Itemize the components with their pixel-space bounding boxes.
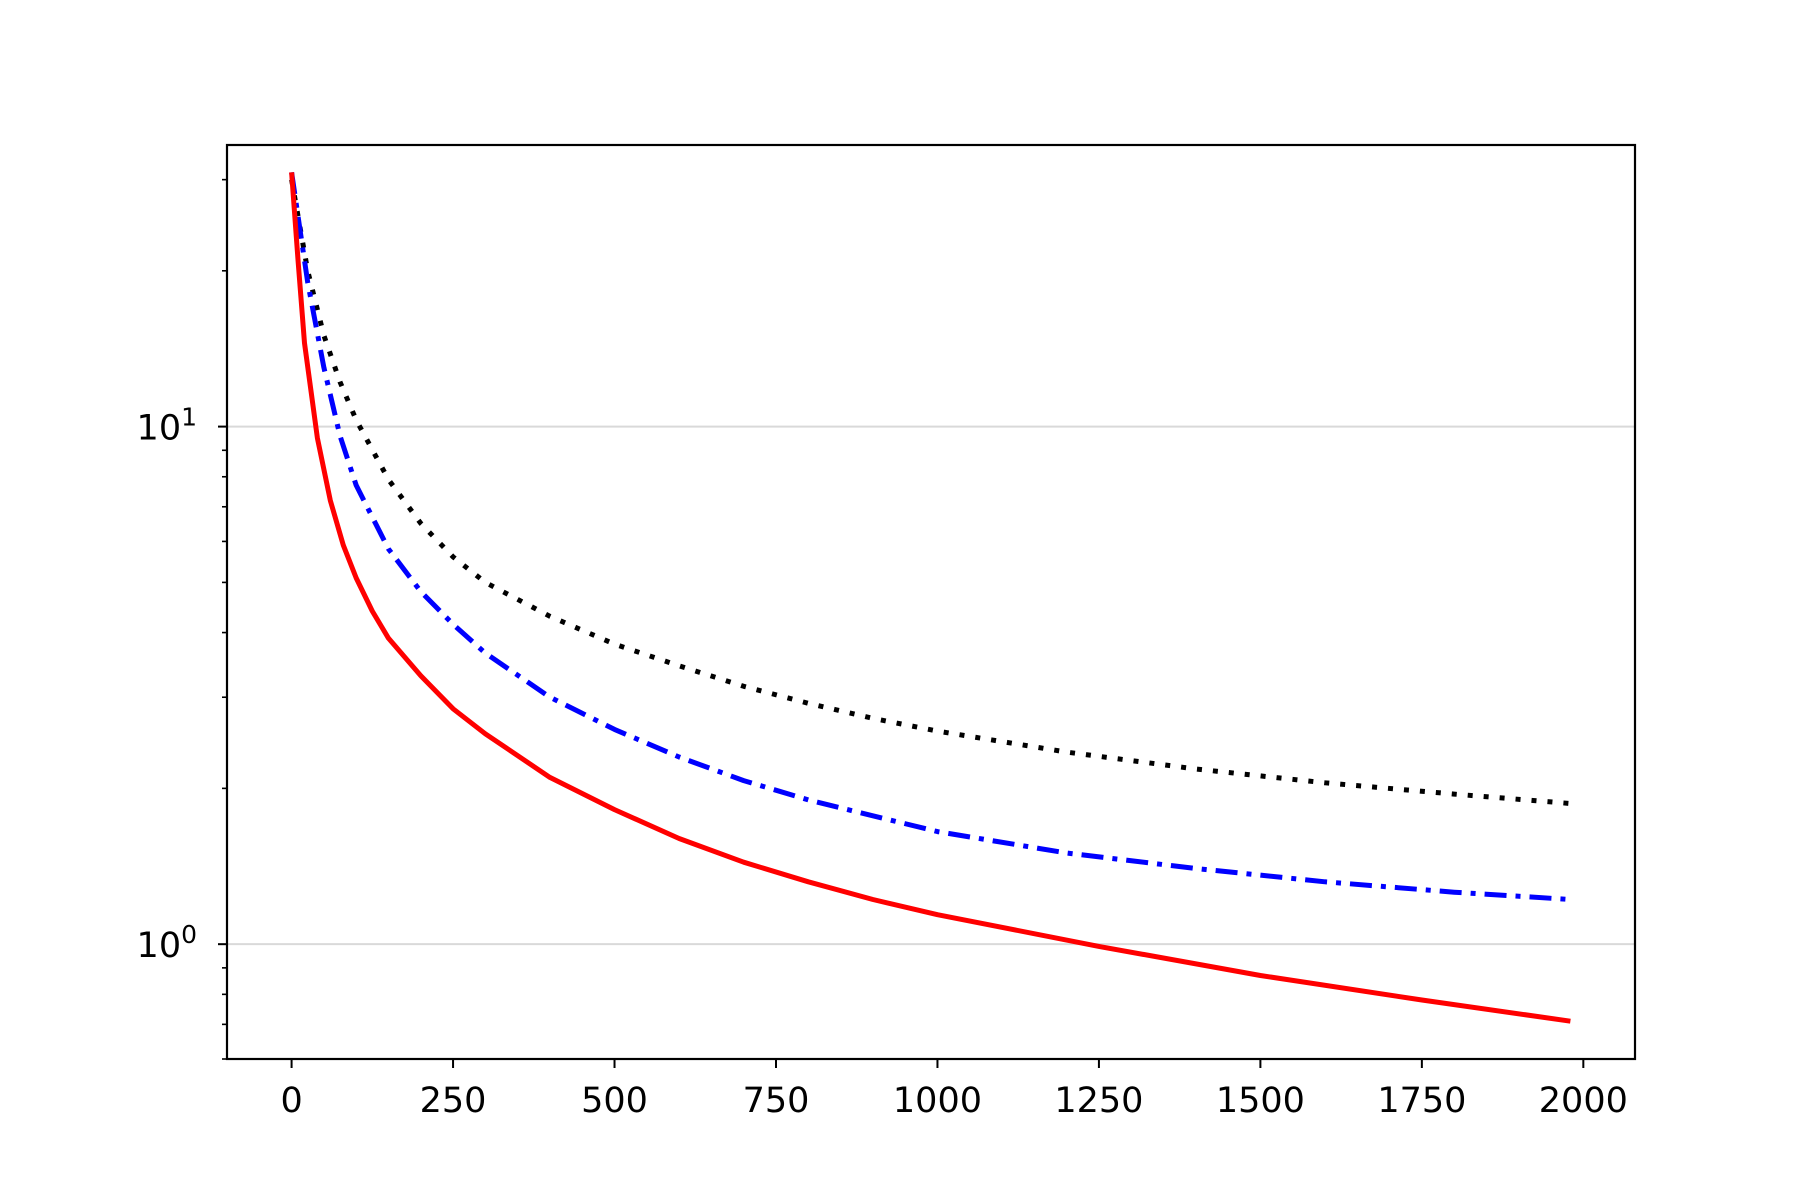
plot-frame <box>225 143 1637 1061</box>
y-tick-label: 101 <box>137 403 197 449</box>
x-tick-label: 0 <box>280 1081 302 1121</box>
x-tick-label: 500 <box>581 1081 648 1121</box>
series-dashdot-line <box>289 171 1571 902</box>
series-solid-line <box>289 172 1571 1024</box>
x-tick-label: 250 <box>420 1081 487 1121</box>
y-tick-exponent: 1 <box>181 403 197 432</box>
series-group <box>289 171 1571 1024</box>
x-tick-label: 1250 <box>1054 1081 1143 1121</box>
grid <box>227 425 1635 946</box>
x-tick-label: 1500 <box>1216 1081 1305 1121</box>
y-tick-exponent: 0 <box>181 920 197 949</box>
x-tick-label: 2000 <box>1539 1081 1628 1121</box>
y-tick-base: 10 <box>137 409 182 449</box>
x-tick-label: 1000 <box>893 1081 982 1121</box>
x-tick-label: 1750 <box>1377 1081 1466 1121</box>
x-tick-label: 750 <box>743 1081 810 1121</box>
y-tick-label: 100 <box>137 920 197 966</box>
series-dotted-line <box>289 179 1571 806</box>
y-tick-base: 10 <box>137 926 182 966</box>
